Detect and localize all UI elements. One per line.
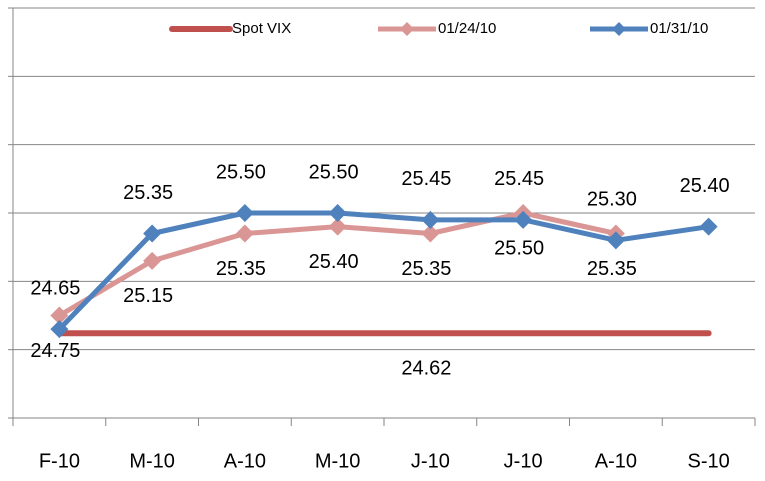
legend-label: 01/24/10 [438, 20, 496, 37]
data-label: 25.40 [309, 251, 359, 273]
legend-label: 01/31/10 [650, 20, 708, 37]
data-label: 25.45 [494, 168, 544, 190]
data-label: 25.50 [216, 161, 266, 183]
marker [50, 306, 69, 325]
data-label: 25.50 [494, 237, 544, 259]
marker [50, 320, 69, 339]
marker [514, 210, 533, 229]
data-label: 25.35 [587, 258, 637, 280]
legend-label: Spot VIX [232, 20, 291, 37]
data-label: 24.75 [30, 340, 80, 362]
legend-marker [612, 22, 626, 36]
marker [143, 251, 162, 270]
data-label: 25.45 [401, 168, 451, 190]
marker [421, 210, 440, 229]
data-label: 24.65 [30, 277, 80, 299]
data-label: 25.35 [123, 182, 173, 204]
marker [328, 217, 347, 236]
data-label: 25.30 [587, 189, 637, 211]
x-tick-label: M-10 [129, 450, 175, 472]
data-label: 25.50 [309, 161, 359, 183]
marker [606, 231, 625, 250]
marker [421, 224, 440, 243]
data-label: 24.62 [401, 358, 451, 380]
marker [235, 224, 254, 243]
data-label: 25.35 [216, 258, 266, 280]
data-label: 25.35 [401, 258, 451, 280]
marker [699, 217, 718, 236]
marker [143, 224, 162, 243]
x-tick-label: S-10 [688, 450, 730, 472]
x-tick-label: A-10 [224, 450, 266, 472]
x-tick-label: M-10 [315, 450, 361, 472]
marker [235, 204, 254, 222]
x-tick-label: J-10 [504, 450, 543, 472]
series-line [57, 210, 709, 331]
data-label: 25.15 [123, 285, 173, 307]
x-tick-label: F-10 [39, 450, 80, 472]
legend-marker [400, 22, 414, 36]
data-label: 25.40 [680, 175, 730, 197]
x-tick-label: J-10 [411, 450, 450, 472]
x-tick-label: A-10 [595, 450, 637, 472]
marker [328, 204, 347, 222]
